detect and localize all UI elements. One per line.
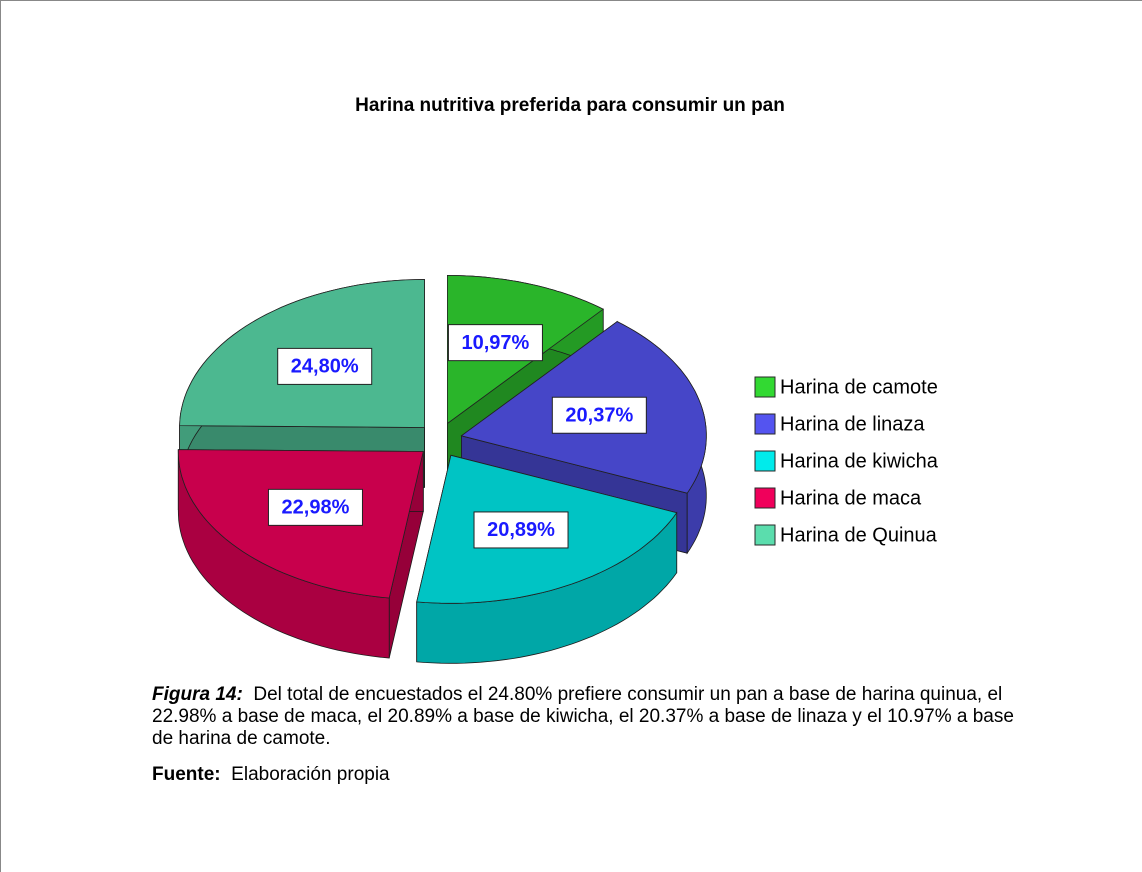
data-label: 20,89%: [487, 519, 555, 541]
data-label-box: [277, 347, 373, 385]
legend-label: Harina de linaza: [780, 413, 925, 435]
data-label-box: [473, 511, 569, 549]
slice: [177, 449, 424, 659]
legend-swatch: [754, 450, 776, 472]
data-label: 22,98%: [282, 497, 350, 519]
legend-label: Harina de camote: [780, 376, 938, 398]
source-text: Elaboración propia: [231, 764, 390, 785]
chart-title: Harina nutritiva preferida para consumir…: [355, 95, 785, 116]
data-label: 20,37%: [565, 405, 633, 427]
data-label-box: [447, 324, 543, 362]
data-label: 24,80%: [291, 356, 359, 378]
legend-label: Harina de Quinua: [780, 524, 938, 546]
legend-swatch: [754, 524, 776, 546]
legend-label: Harina de kiwicha: [780, 450, 939, 472]
legend-swatch: [754, 376, 776, 398]
source-label: Fuente:: [152, 764, 221, 785]
legend-swatch: [754, 413, 776, 435]
caption-text: Del total de encuestados el 24.80% prefi…: [152, 684, 1014, 749]
legend-swatch: [754, 487, 776, 509]
caption-label: Figura 14:: [152, 684, 243, 705]
data-label-box: [267, 488, 363, 526]
source: Fuente: Elaboración propia: [152, 764, 1032, 786]
data-label-box: [551, 396, 647, 434]
legend-label: Harina de maca: [780, 487, 922, 509]
caption: Figura 14: Del total de encuestados el 2…: [152, 684, 1032, 750]
data-label: 10,97%: [462, 332, 530, 354]
